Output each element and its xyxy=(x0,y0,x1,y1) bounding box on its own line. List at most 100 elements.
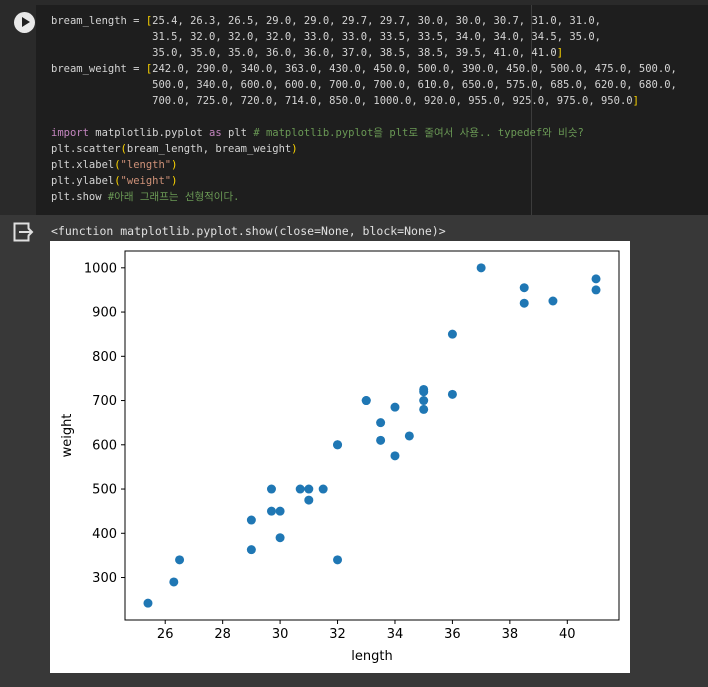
code-token: [ xyxy=(145,15,153,27)
data-point xyxy=(404,431,414,441)
y-tick-label: 500 xyxy=(92,483,117,498)
data-point xyxy=(143,598,153,608)
code-line: 31.5, 32.0, 32.0, 32.0, 33.0, 33.0, 33.5… xyxy=(51,31,601,43)
x-tick-label: 32 xyxy=(329,627,346,642)
data-point xyxy=(519,298,529,308)
y-tick-label: 600 xyxy=(92,438,117,453)
code-token: "weight" xyxy=(120,175,172,187)
code-token: bream_weight = xyxy=(51,63,146,75)
code-token: as xyxy=(209,127,222,139)
x-tick-label: 40 xyxy=(559,627,576,642)
y-tick-label: 300 xyxy=(92,571,117,586)
data-point xyxy=(275,533,285,543)
code-editor[interactable] xyxy=(36,5,708,215)
code-token: "length" xyxy=(120,159,172,171)
data-point xyxy=(295,484,305,494)
chart-figure: 26 28 30 32 34 36 38 40 300 400 500 600 700 800 900 100… xyxy=(50,241,630,673)
code-line: bream_weight = [242.0, 290.0, 340.0, 363… xyxy=(51,63,677,75)
code-token: plt xyxy=(221,127,254,139)
data-point xyxy=(266,506,276,516)
code-token: 700.0, 725.0, 720.0, 714.0, 850.0, 1000.… xyxy=(51,95,633,107)
data-point xyxy=(333,440,343,450)
code-token: plt.show xyxy=(51,191,108,203)
code-text[interactable]: bream_length = [25.4, 26.3, 26.5, 29.0, … xyxy=(51,13,677,205)
data-point xyxy=(266,484,276,494)
scatter-chart: 26 28 30 32 34 36 38 40 300 400 500 600 700 800 900 100… xyxy=(60,250,620,664)
y-tick-label: 1000 xyxy=(84,261,117,276)
y-tick-label: 900 xyxy=(92,306,117,321)
data-point xyxy=(361,396,371,406)
output-text: <function matplotlib.pyplot.show(close=N… xyxy=(51,224,446,238)
data-point xyxy=(390,451,400,461)
code-token: ( xyxy=(114,175,121,187)
data-point xyxy=(591,285,601,295)
code-line: plt.ylabel("weight") xyxy=(51,175,177,187)
x-tick-label: 34 xyxy=(387,627,404,642)
data-point xyxy=(548,296,558,306)
code-token: import xyxy=(51,127,89,139)
code-line: 35.0, 35.0, 35.0, 36.0, 36.0, 37.0, 38.5… xyxy=(51,47,563,59)
data-point xyxy=(246,515,256,525)
y-tick-label: 800 xyxy=(92,350,117,365)
x-tick-label: 36 xyxy=(444,627,461,642)
code-token: ( xyxy=(114,159,121,171)
code-token: #아래 그래프는 선형적이다. xyxy=(107,191,240,203)
data-point xyxy=(275,506,285,516)
data-point xyxy=(476,263,486,273)
output-arrow-icon[interactable] xyxy=(13,222,35,242)
data-point xyxy=(175,555,185,565)
data-point xyxy=(376,418,386,428)
x-tick-label: 28 xyxy=(214,627,231,642)
x-axis-label: length xyxy=(351,649,392,664)
data-point xyxy=(318,484,328,494)
code-token: matplotlib.pyplot xyxy=(88,127,210,139)
code-token: plt.xlabel xyxy=(51,159,115,171)
x-tick-label: 30 xyxy=(272,627,289,642)
data-point xyxy=(304,484,314,494)
data-point xyxy=(447,389,457,399)
data-point xyxy=(591,274,601,284)
y-tick-label: 700 xyxy=(92,394,117,409)
code-line: plt.show #아래 그래프는 선형적이다. xyxy=(51,191,239,203)
code-line: 500.0, 340.0, 600.0, 600.0, 700.0, 700.0… xyxy=(51,79,677,91)
code-token: ) xyxy=(171,175,178,187)
data-point xyxy=(304,495,314,505)
y-axis-label: weight xyxy=(60,414,75,458)
code-token: 242.0, 290.0, 340.0, 363.0, 430.0, 450.0… xyxy=(152,63,677,75)
data-point xyxy=(390,402,400,412)
code-cell: bream_length = [25.4, 26.3, 26.5, 29.0, … xyxy=(0,0,708,215)
x-tick-label: 38 xyxy=(502,627,519,642)
data-point xyxy=(246,545,256,555)
data-point xyxy=(419,387,429,397)
plot-frame xyxy=(124,250,620,621)
data-point xyxy=(376,435,386,445)
code-line: bream_length = [25.4, 26.3, 26.5, 29.0, … xyxy=(51,15,601,27)
code-line: plt.xlabel("length") xyxy=(51,159,177,171)
play-icon[interactable] xyxy=(14,12,35,33)
data-point xyxy=(419,404,429,414)
code-token: ] xyxy=(632,95,639,107)
code-token: bream_length, bream_weight xyxy=(126,143,292,155)
x-tick-label: 26 xyxy=(157,627,174,642)
code-line: 700.0, 725.0, 720.0, 714.0, 850.0, 1000.… xyxy=(51,95,639,107)
data-point xyxy=(419,396,429,406)
data-point xyxy=(519,283,529,293)
code-token: [ xyxy=(145,63,153,75)
code-token: ) xyxy=(291,143,298,155)
code-token: 35.0, 35.0, 35.0, 36.0, 36.0, 37.0, 38.5… xyxy=(51,47,557,59)
code-token: ) xyxy=(171,159,178,171)
code-line: import matplotlib.pyplot as plt # matplo… xyxy=(51,127,584,139)
code-token: 500.0, 340.0, 600.0, 600.0, 700.0, 700.0… xyxy=(51,79,677,91)
ruler-line xyxy=(531,5,532,215)
code-line: plt.scatter(bream_length, bream_weight) xyxy=(51,143,298,155)
code-token: ] xyxy=(556,47,564,59)
y-tick-label: 400 xyxy=(92,527,117,542)
code-token: 25.4, 26.3, 26.5, 29.0, 29.0, 29.7, 29.7… xyxy=(152,15,601,27)
code-token: plt.ylabel xyxy=(51,175,115,187)
code-token: # matplotlib.pyplot을 plt로 줄여서 사용.. typed… xyxy=(253,127,584,139)
code-token: bream_length = xyxy=(51,15,146,27)
code-token: 31.5, 32.0, 32.0, 32.0, 33.0, 33.0, 33.5… xyxy=(51,31,601,43)
data-point xyxy=(333,555,343,565)
code-token: ( xyxy=(120,143,127,155)
data-point xyxy=(169,577,179,587)
